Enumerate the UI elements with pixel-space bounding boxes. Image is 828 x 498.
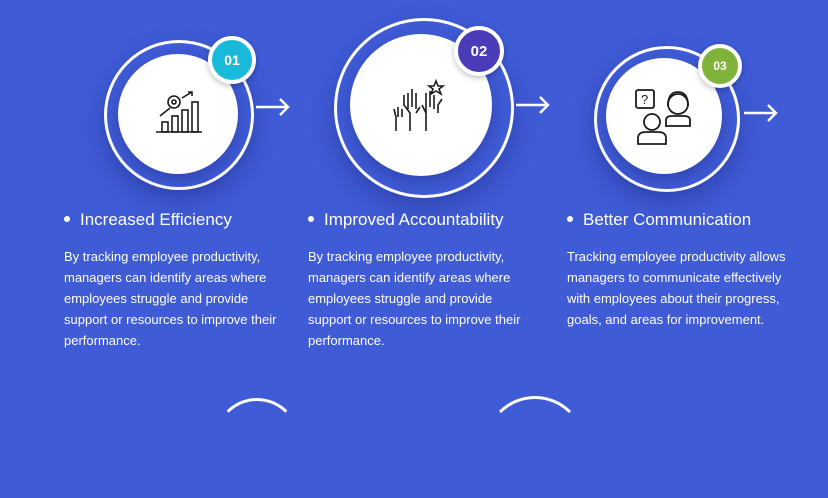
card-description: Tracking employee productivity allows ma… xyxy=(567,249,786,327)
bullet-icon xyxy=(308,215,314,222)
card-description: By tracking employee productivity, manag… xyxy=(308,249,521,348)
growth-chart-gear-icon xyxy=(156,91,202,133)
badge-number: 01 xyxy=(208,36,256,84)
card-title: Better Communication xyxy=(567,210,751,230)
badge-number: 02 xyxy=(454,26,504,76)
next-circle-arc xyxy=(484,396,586,498)
badge-label: 01 xyxy=(224,52,240,68)
circle-3: ? 03 xyxy=(594,44,744,196)
circle-2: 02 xyxy=(334,18,514,198)
badge-number: 03 xyxy=(698,44,742,88)
bullet-icon xyxy=(64,215,70,222)
card-description: By tracking employee productivity, manag… xyxy=(64,249,277,348)
next-circle-arc xyxy=(214,398,300,484)
svg-text:?: ? xyxy=(641,92,648,107)
arrow-right-icon xyxy=(516,96,550,114)
arrow-right-icon xyxy=(744,104,778,122)
card-title: Increased Efficiency xyxy=(64,210,232,230)
badge-label: 03 xyxy=(713,59,727,73)
card-title: Improved Accountability xyxy=(308,210,504,230)
circle-1: 01 xyxy=(104,36,256,190)
badge-label: 02 xyxy=(470,42,488,60)
bullet-icon xyxy=(567,215,573,222)
people-conversation-icon: ? xyxy=(635,89,691,145)
raised-hands-star-icon xyxy=(393,78,446,131)
arrow-right-icon xyxy=(256,98,290,116)
